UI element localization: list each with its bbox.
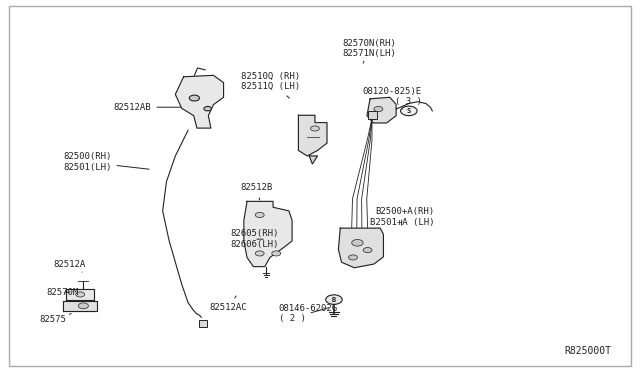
- Text: 82500(RH)
82501(LH): 82500(RH) 82501(LH): [63, 153, 149, 172]
- Text: 82570M: 82570M: [46, 288, 78, 297]
- Polygon shape: [244, 201, 292, 267]
- Text: B2500+A(RH)
B2501+A (LH): B2500+A(RH) B2501+A (LH): [370, 208, 434, 227]
- Text: R825000T: R825000T: [565, 346, 612, 356]
- Circle shape: [349, 255, 357, 260]
- Text: 82575: 82575: [40, 314, 71, 324]
- Circle shape: [255, 251, 264, 256]
- Polygon shape: [66, 289, 94, 299]
- Text: 82605(RH)
82606(LH): 82605(RH) 82606(LH): [230, 230, 278, 249]
- Circle shape: [310, 126, 319, 131]
- Circle shape: [326, 295, 342, 304]
- Text: 82512B: 82512B: [241, 183, 273, 200]
- Polygon shape: [175, 76, 223, 128]
- Text: S: S: [406, 108, 411, 114]
- Polygon shape: [339, 228, 383, 268]
- Circle shape: [401, 106, 417, 116]
- Polygon shape: [298, 115, 327, 156]
- Polygon shape: [309, 156, 317, 164]
- Circle shape: [272, 251, 281, 256]
- Polygon shape: [367, 97, 396, 123]
- Text: 08146-6202G
( 2 ): 08146-6202G ( 2 ): [279, 304, 338, 323]
- Circle shape: [204, 106, 211, 111]
- Text: 82512A: 82512A: [54, 260, 86, 272]
- Circle shape: [189, 95, 200, 101]
- Text: 82510Q (RH)
82511Q (LH): 82510Q (RH) 82511Q (LH): [241, 72, 300, 98]
- Circle shape: [352, 240, 363, 246]
- Circle shape: [255, 212, 264, 218]
- Text: 82512AC: 82512AC: [209, 296, 246, 312]
- Text: 82570N(RH)
82571N(LH): 82570N(RH) 82571N(LH): [342, 39, 396, 63]
- Circle shape: [76, 292, 84, 297]
- Circle shape: [374, 106, 383, 112]
- Polygon shape: [200, 320, 207, 327]
- Polygon shape: [63, 301, 97, 311]
- Text: B: B: [332, 296, 336, 302]
- Circle shape: [363, 247, 372, 253]
- Text: 08120-825)E
( 3 ): 08120-825)E ( 3 ): [362, 87, 422, 109]
- Text: 82512AB: 82512AB: [114, 103, 181, 112]
- Circle shape: [78, 303, 88, 309]
- Polygon shape: [368, 111, 377, 119]
